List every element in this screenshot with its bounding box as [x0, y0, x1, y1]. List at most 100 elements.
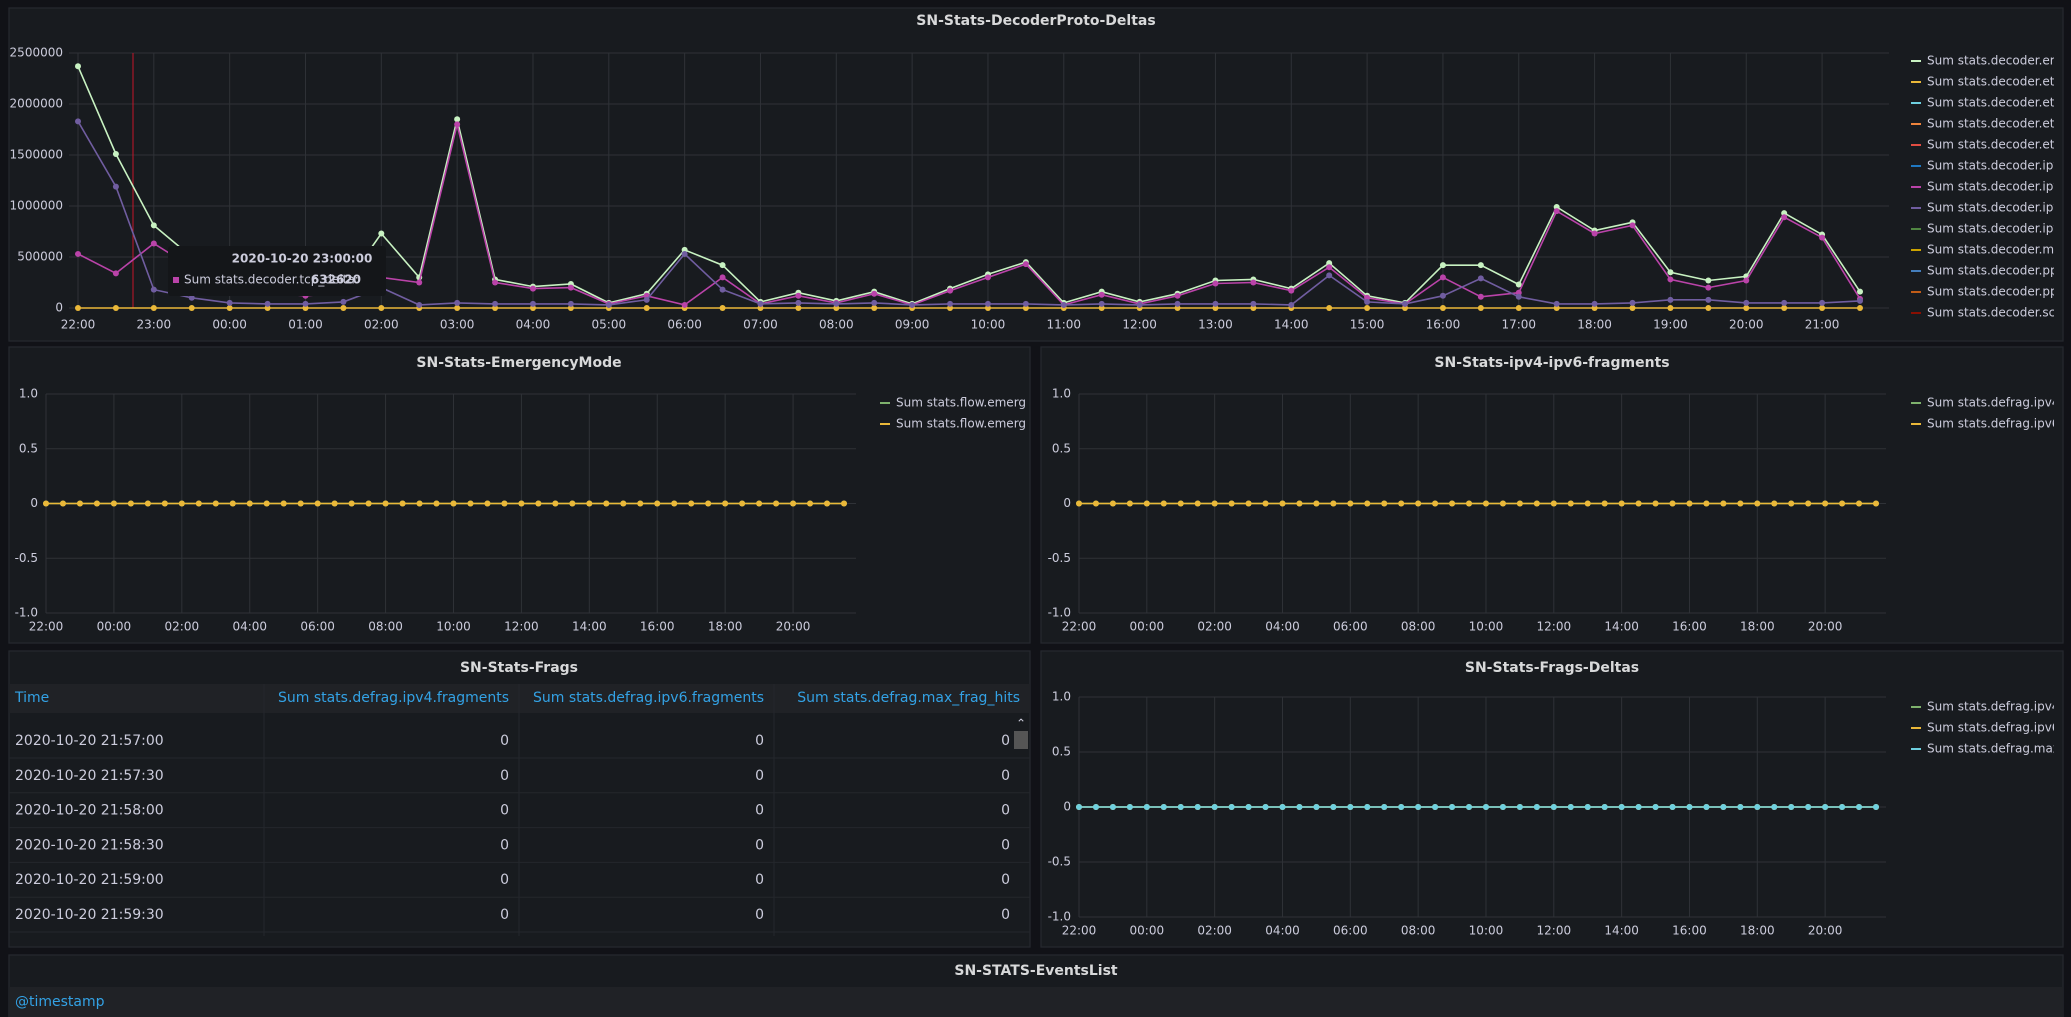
- x-tick-label: 03:00: [440, 318, 475, 332]
- data-point: [1839, 500, 1846, 507]
- legend-label[interactable]: Sum stats.defrag.ipv4.fr: [1927, 700, 2071, 714]
- legend-label[interactable]: Sum stats.decoder.ppp_: [1927, 264, 2071, 278]
- data-point: [1856, 500, 1863, 507]
- column-header[interactable]: @timestamp: [15, 994, 105, 1010]
- legend-label[interactable]: Sum stats.decoder.ethe: [1927, 138, 2069, 152]
- panel-title: SN-STATS-EventsList: [954, 963, 1118, 979]
- data-point: [1381, 804, 1388, 810]
- y-tick-label: 0: [55, 301, 63, 315]
- column-header[interactable]: Sum stats.defrag.ipv4.fragments: [278, 690, 509, 706]
- data-point: [1629, 222, 1636, 229]
- x-tick-label: 00:00: [97, 620, 132, 634]
- legend-label[interactable]: Sum stats.decoder.pppo: [1927, 285, 2071, 299]
- data-point: [1550, 804, 1557, 810]
- legend-label[interactable]: Sum stats.decoder.ipv4_: [1927, 180, 2071, 194]
- data-point: [454, 121, 461, 128]
- x-tick-label: 11:00: [1046, 318, 1081, 332]
- y-tick-label: 0: [1063, 496, 1071, 510]
- legend-label[interactable]: Sum stats.decoder.ersp: [1927, 54, 2069, 68]
- data-point: [416, 301, 423, 308]
- data-point: [1516, 500, 1523, 507]
- data-point: [1856, 804, 1863, 810]
- column-header[interactable]: Time: [14, 690, 49, 706]
- legend-label[interactable]: Sum stats.decoder.mpls: [1927, 243, 2071, 257]
- data-point: [1136, 301, 1143, 308]
- data-point: [1143, 500, 1150, 507]
- panel: [8, 346, 1031, 644]
- data-point: [1553, 300, 1560, 307]
- column-header[interactable]: Sum stats.defrag.max_frag_hits: [797, 690, 1020, 706]
- data-point: [1705, 277, 1712, 284]
- table-cell: 2020-10-20 21:57:30: [15, 768, 164, 784]
- table-cell: 0: [755, 837, 764, 853]
- legend-label[interactable]: Sum stats.decoder.ipv4_: [1927, 159, 2071, 173]
- data-point: [1686, 500, 1693, 507]
- data-point: [1667, 296, 1674, 303]
- data-point: [1432, 804, 1439, 810]
- data-point: [1667, 269, 1674, 276]
- data-point: [518, 500, 525, 507]
- data-point: [1228, 804, 1235, 810]
- x-tick-label: 12:00: [504, 620, 539, 634]
- data-point: [1313, 500, 1320, 507]
- legend-label[interactable]: Sum stats.decoder.ipv6_: [1927, 201, 2071, 215]
- data-point: [178, 500, 185, 507]
- scroll-up[interactable]: ⌃: [1016, 717, 1026, 731]
- data-point: [1652, 500, 1659, 507]
- x-tick-label: 04:00: [1265, 924, 1300, 938]
- data-point: [226, 299, 233, 306]
- data-point: [150, 286, 157, 293]
- legend-label[interactable]: Sum stats.flow.emerg_n: [896, 396, 1040, 410]
- data-point: [1515, 305, 1522, 311]
- legend: Sum stats.defrag.ipv4.fr Sum stats.defrag…: [1911, 700, 2071, 756]
- legend-label[interactable]: Sum stats.defrag.ipv4.fr: [1927, 396, 2071, 410]
- data-point: [1022, 300, 1029, 307]
- x-tick-label: 20:00: [1808, 620, 1843, 634]
- data-point: [1439, 274, 1446, 281]
- legend: Sum stats.defrag.ipv4.fr Sum stats.defrag…: [1911, 396, 2071, 431]
- x-tick-label: 14:00: [1604, 924, 1639, 938]
- legend-label[interactable]: Sum stats.decoder.sctp: [1927, 306, 2068, 320]
- table-cell: 0: [1001, 803, 1010, 819]
- column-header[interactable]: Sum stats.defrag.ipv6.fragments: [533, 690, 764, 706]
- x-tick-label: 19:00: [1653, 318, 1688, 332]
- legend-label[interactable]: Sum stats.defrag.ipv6.fr: [1927, 417, 2071, 431]
- legend-label[interactable]: Sum stats.decoder.ethe: [1927, 117, 2069, 131]
- table-header: [9, 987, 2063, 1017]
- tooltip-swatch: [173, 277, 179, 283]
- data-point: [757, 300, 764, 307]
- data-point: [795, 292, 802, 299]
- tooltip: 2020-10-20 23:00:00 Sum stats.decoder.tcp…: [168, 246, 386, 296]
- data-point: [1228, 500, 1235, 507]
- x-tick-label: 16:00: [1672, 924, 1707, 938]
- legend-label[interactable]: Sum stats.defrag.max_f: [1927, 742, 2071, 756]
- legend-label[interactable]: Sum stats.decoder.ethe: [1927, 96, 2069, 110]
- legend-label[interactable]: Sum stats.flow.emerg_n: [896, 417, 1040, 431]
- data-point: [947, 300, 954, 307]
- data-point: [212, 500, 219, 507]
- legend-label[interactable]: Sum stats.defrag.ipv6.fr: [1927, 721, 2071, 735]
- scrollbar[interactable]: [1014, 731, 1028, 749]
- data-point: [569, 500, 576, 507]
- x-tick-label: 15:00: [1350, 318, 1385, 332]
- data-point: [1245, 804, 1252, 810]
- legend-label[interactable]: Sum stats.decoder.ipv6_: [1927, 222, 2071, 236]
- data-point: [1477, 262, 1484, 269]
- data-point: [492, 279, 499, 286]
- table-cell: 2020-10-20 21:58:30: [15, 837, 164, 853]
- x-tick-label: 20:00: [776, 620, 811, 634]
- legend-label[interactable]: Sum stats.decoder.ethe: [1927, 75, 2069, 89]
- data-point: [1060, 301, 1067, 308]
- data-point: [1482, 500, 1489, 507]
- x-tick-label: 10:00: [1469, 924, 1504, 938]
- data-point: [1174, 292, 1181, 299]
- x-tick-label: 12:00: [1537, 620, 1572, 634]
- x-tick-label: 16:00: [1426, 318, 1461, 332]
- data-point: [1143, 804, 1150, 810]
- table-cell: 2020-10-20 21:58:00: [15, 803, 164, 819]
- x-tick-label: 08:00: [819, 318, 854, 332]
- data-point: [1439, 262, 1446, 269]
- data-point: [1098, 291, 1105, 298]
- data-point: [1771, 804, 1778, 810]
- data-point: [127, 500, 134, 507]
